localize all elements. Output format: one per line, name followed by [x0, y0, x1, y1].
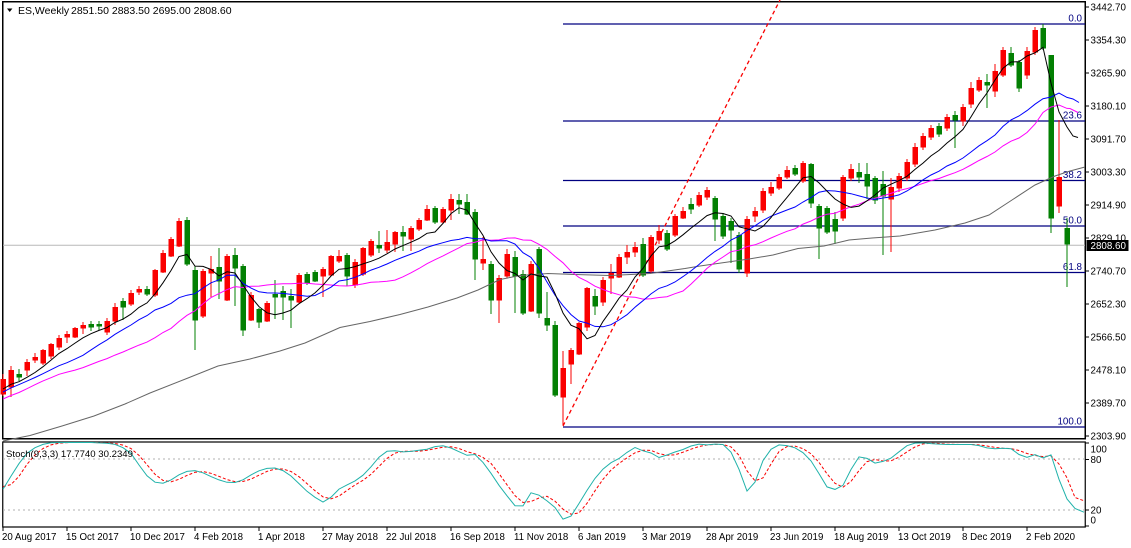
svg-text:27 May 2018: 27 May 2018 [322, 532, 378, 543]
svg-text:28 Apr 2019: 28 Apr 2019 [706, 532, 758, 543]
svg-text:16 Sep 2018: 16 Sep 2018 [450, 532, 505, 543]
svg-text:2740.70: 2740.70 [1091, 267, 1127, 278]
svg-text:ES,Weekly: ES,Weekly [18, 5, 70, 17]
svg-text:23.6: 23.6 [1063, 111, 1083, 122]
svg-text:3091.70: 3091.70 [1091, 135, 1127, 146]
svg-text:0: 0 [1091, 516, 1097, 527]
svg-text:11 Nov 2018: 11 Nov 2018 [514, 532, 568, 543]
svg-text:15 Oct 2017: 15 Oct 2017 [66, 532, 119, 543]
svg-text:2 Feb 2020: 2 Feb 2020 [1026, 532, 1076, 543]
svg-text:23 Jun 2019: 23 Jun 2019 [770, 532, 823, 543]
svg-text:8 Dec 2019: 8 Dec 2019 [962, 532, 1012, 543]
svg-text:13 Oct 2019: 13 Oct 2019 [898, 532, 951, 543]
svg-text:3180.10: 3180.10 [1091, 102, 1127, 113]
svg-text:22 Jul 2018: 22 Jul 2018 [386, 532, 436, 543]
svg-text:1 Apr 2018: 1 Apr 2018 [258, 532, 305, 543]
svg-text:3 Mar 2019: 3 Mar 2019 [642, 532, 691, 543]
svg-text:Stoch(9,3,3) 17.7740 30.2349: Stoch(9,3,3) 17.7740 30.2349 [6, 449, 133, 460]
svg-text:4 Feb 2018: 4 Feb 2018 [194, 532, 243, 543]
svg-text:20: 20 [1091, 506, 1102, 517]
svg-text:3442.70: 3442.70 [1091, 3, 1127, 14]
svg-text:2478.10: 2478.10 [1091, 366, 1127, 377]
svg-text:2914.90: 2914.90 [1091, 201, 1127, 212]
svg-text:2566.50: 2566.50 [1091, 333, 1127, 344]
svg-text:2851.50 2883.50 2695.00 2808.6: 2851.50 2883.50 2695.00 2808.60 [71, 5, 232, 17]
svg-text:38.2: 38.2 [1063, 170, 1082, 181]
svg-text:2389.70: 2389.70 [1091, 399, 1127, 410]
svg-text:2303.90: 2303.90 [1091, 432, 1127, 443]
svg-text:3265.90: 3265.90 [1091, 69, 1127, 80]
svg-text:6 Jan 2019: 6 Jan 2019 [578, 532, 626, 543]
svg-text:61.8: 61.8 [1063, 262, 1083, 273]
svg-text:100.0: 100.0 [1057, 417, 1082, 428]
svg-text:10 Dec 2017: 10 Dec 2017 [130, 532, 185, 543]
svg-text:2652.30: 2652.30 [1091, 300, 1127, 311]
svg-text:3354.30: 3354.30 [1091, 36, 1127, 47]
svg-text:18 Aug 2019: 18 Aug 2019 [834, 532, 888, 543]
svg-text:0.0: 0.0 [1068, 14, 1082, 25]
svg-text:100: 100 [1091, 445, 1108, 456]
svg-text:2829.10: 2829.10 [1091, 234, 1127, 245]
svg-text:3003.30: 3003.30 [1091, 168, 1127, 179]
svg-text:80: 80 [1091, 455, 1102, 466]
svg-text:2808.60: 2808.60 [1091, 241, 1127, 252]
svg-text:50.0: 50.0 [1063, 216, 1083, 227]
svg-text:20 Aug 2017: 20 Aug 2017 [2, 532, 56, 543]
